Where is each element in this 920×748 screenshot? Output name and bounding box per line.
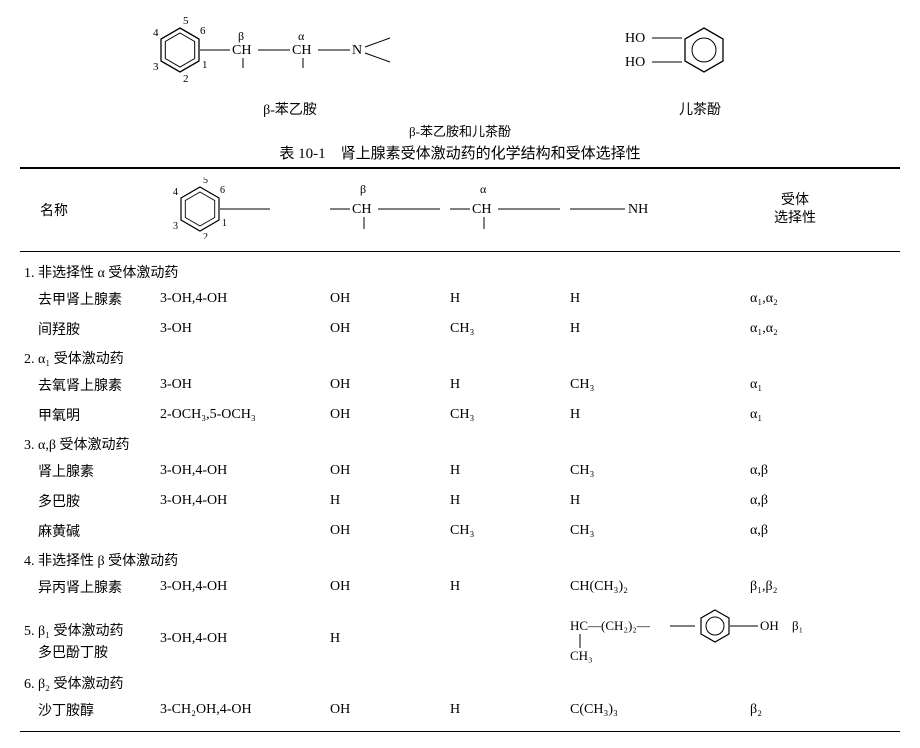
- catechol-label: 儿茶酚: [620, 99, 780, 119]
- svg-text:CH₃: CH₃: [570, 648, 593, 663]
- col-ring: 6 5 4 3 2 1: [160, 177, 330, 244]
- dobutamine-n-structure: HC—(CH₂)₂— CH₃ OH β₁: [570, 608, 840, 669]
- table-title: 表 10-1 肾上腺素受体激动药的化学结构和受体选择性: [20, 142, 900, 163]
- svg-text:α: α: [298, 29, 305, 43]
- table-row: 甲氧明 2-OCH₃,5-OCH₃ OH CH₃ H α₁: [20, 400, 900, 430]
- svg-text:CH: CH: [472, 202, 491, 217]
- col-alpha: α CH: [450, 177, 570, 244]
- category-6: 6. β₂ 受体激动药: [20, 669, 900, 695]
- svg-text:5: 5: [203, 177, 208, 186]
- table-row-dobutamine: 5. β₁ 受体激动药 多巴酚丁胺 3-OH,4-OH H HC—(CH₂)₂—…: [20, 602, 900, 669]
- table-row: 沙丁胺醇 3-CH₂OH,4-OH OH H C(CH₃)₃ β₂: [20, 695, 900, 725]
- svg-text:4: 4: [153, 27, 159, 39]
- svg-text:CH: CH: [292, 43, 311, 58]
- pea-label: β-苯乙胺: [140, 99, 440, 119]
- col-selectivity: 受体选择性: [750, 192, 840, 228]
- table-row: 麻黄碱 OH CH₃ CH₃ α,β: [20, 516, 900, 546]
- svg-text:β: β: [238, 29, 244, 43]
- col-nh: NH: [570, 177, 750, 244]
- top-structures: 6 5 4 3 2 1 CH β CH α N β-苯乙胺 HO: [20, 10, 900, 119]
- svg-text:4: 4: [173, 187, 178, 198]
- svg-text:CH: CH: [352, 202, 371, 217]
- svg-text:β: β: [360, 182, 366, 196]
- svg-text:CH: CH: [232, 43, 251, 58]
- rule-top: [20, 167, 900, 169]
- category-1: 1. 非选择性 α 受体激动药: [20, 258, 900, 284]
- svg-text:N: N: [352, 43, 362, 58]
- svg-text:2: 2: [183, 73, 189, 85]
- svg-text:β₁: β₁: [792, 618, 803, 633]
- svg-text:6: 6: [200, 25, 206, 37]
- svg-text:5: 5: [183, 15, 189, 27]
- category-4: 4. 非选择性 β 受体激动药: [20, 546, 900, 572]
- category-5: 5. β₁ 受体激动药: [20, 616, 160, 642]
- svg-text:6: 6: [220, 185, 225, 196]
- table-header: 名称 6 5 4 3 2 1 β CH α CH: [20, 175, 900, 245]
- table-row: 多巴胺 3-OH,4-OH H H H α,β: [20, 486, 900, 516]
- table-row: 肾上腺素 3-OH,4-OH OH H CH₃ α,β: [20, 456, 900, 486]
- svg-text:2: 2: [203, 232, 208, 239]
- svg-text:1: 1: [202, 59, 208, 71]
- pea-structure: 6 5 4 3 2 1 CH β CH α N β-苯乙胺: [140, 10, 440, 119]
- svg-text:3: 3: [153, 61, 159, 73]
- table-row: 去甲肾上腺素 3-OH,4-OH OH H H α₁,α₂: [20, 284, 900, 314]
- table-row: 去氧肾上腺素 3-OH OH H CH₃ α₁: [20, 370, 900, 400]
- svg-text:3: 3: [173, 221, 178, 232]
- pea-svg: 6 5 4 3 2 1 CH β CH α N: [140, 10, 440, 90]
- svg-text:HO: HO: [625, 31, 645, 46]
- svg-text:NH: NH: [628, 202, 648, 217]
- mid-caption: β-苯乙胺和儿茶酚: [20, 121, 900, 140]
- svg-text:HC—(CH₂)₂—: HC—(CH₂)₂—: [570, 618, 651, 633]
- rule-bottom: [20, 731, 900, 732]
- svg-text:1: 1: [222, 218, 227, 229]
- col-name: 名称: [20, 200, 160, 220]
- svg-text:HO: HO: [625, 55, 645, 70]
- svg-text:α: α: [480, 182, 487, 196]
- catechol-svg: HO HO: [620, 10, 780, 90]
- category-2: 2. α₁ 受体激动药: [20, 344, 900, 370]
- table-row: 异丙肾上腺素 3-OH,4-OH OH H CH(CH₃)₂ β₁,β₂: [20, 572, 900, 602]
- category-3: 3. α,β 受体激动药: [20, 430, 900, 456]
- rule-mid: [20, 251, 900, 252]
- col-beta: β CH: [330, 177, 450, 244]
- svg-text:OH: OH: [760, 618, 779, 633]
- table-row: 间羟胺 3-OH OH CH₃ H α₁,α₂: [20, 314, 900, 344]
- catechol-structure: HO HO 儿茶酚: [620, 10, 780, 119]
